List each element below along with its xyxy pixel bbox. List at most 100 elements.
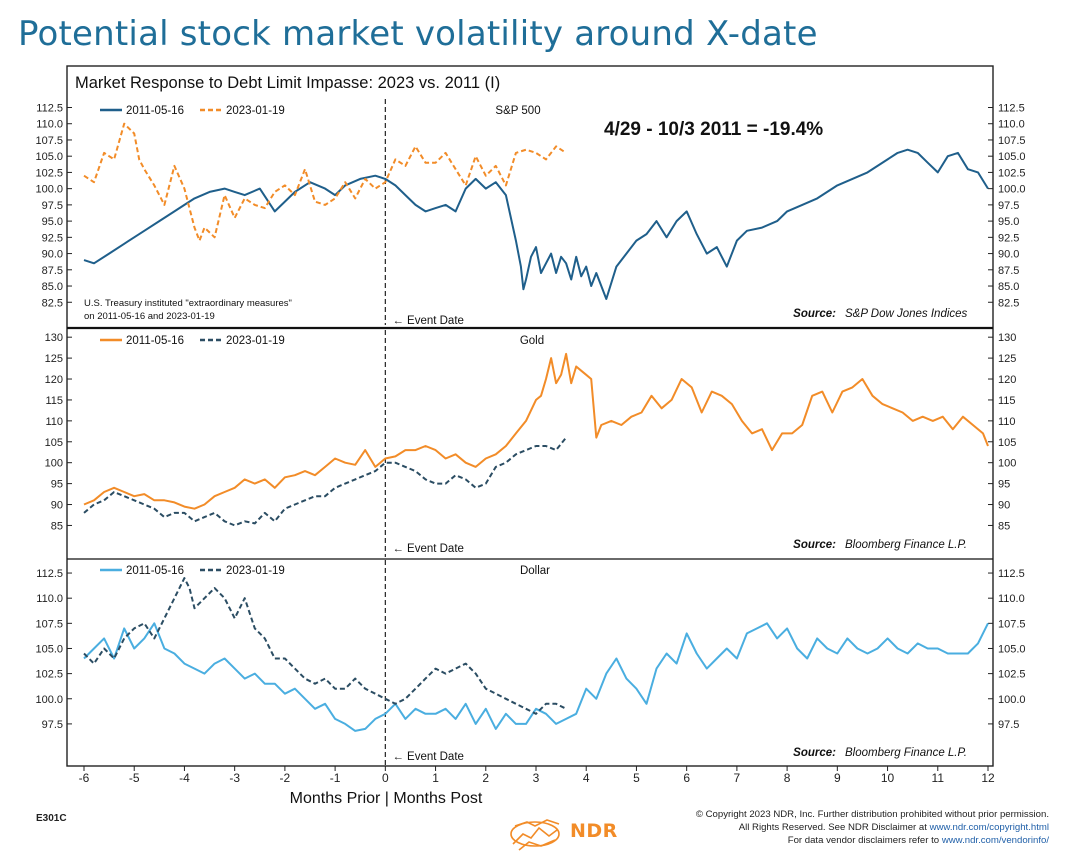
y-tick-label-left: 105 bbox=[45, 437, 63, 449]
y-tick-label-left: 105.0 bbox=[35, 151, 63, 163]
source-label: Source: bbox=[793, 539, 836, 551]
x-tick-label: -1 bbox=[330, 771, 341, 785]
event-label: ← Event Date bbox=[392, 543, 464, 555]
x-tick-label: -3 bbox=[229, 771, 240, 785]
copyright-text: All Rights Reserved. See NDR Disclaimer … bbox=[738, 822, 930, 833]
y-tick-label-right: 112.5 bbox=[998, 568, 1025, 580]
chart-code: E301C bbox=[36, 813, 67, 824]
x-tick-label: 1 bbox=[432, 771, 439, 785]
panel-name: Gold bbox=[520, 335, 544, 347]
y-tick-label-left: 130 bbox=[45, 332, 63, 344]
source-text: Bloomberg Finance L.P. bbox=[845, 747, 967, 759]
x-tick-label: 6 bbox=[683, 771, 690, 785]
y-tick-label-left: 90.0 bbox=[42, 249, 63, 261]
y-tick-label-right: 85 bbox=[998, 520, 1010, 532]
y-tick-label-right: 107.5 bbox=[998, 618, 1026, 630]
y-tick-label-right: 112.5 bbox=[998, 102, 1025, 114]
y-tick-label-left: 125 bbox=[45, 353, 63, 365]
copyright-notice: © Copyright 2023 NDR, Inc. Further distr… bbox=[489, 808, 1049, 847]
x-tick-label: 12 bbox=[981, 771, 995, 785]
y-tick-label-right: 102.5 bbox=[998, 669, 1026, 681]
y-tick-label-left: 120 bbox=[45, 374, 63, 386]
x-tick-label: -4 bbox=[179, 771, 190, 785]
y-tick-label-right: 105.0 bbox=[998, 151, 1026, 163]
legend-label: 2011-05-16 bbox=[126, 105, 184, 117]
y-tick-label-right: 97.5 bbox=[998, 719, 1019, 731]
y-tick-label-right: 110.0 bbox=[998, 119, 1025, 131]
source-label: Source: bbox=[793, 308, 836, 320]
y-tick-label-right: 100.0 bbox=[998, 184, 1026, 196]
copyright-line-1: © Copyright 2023 NDR, Inc. Further distr… bbox=[695, 809, 1049, 820]
x-tick-label: 2 bbox=[482, 771, 489, 785]
y-tick-label-left: 82.5 bbox=[42, 297, 63, 309]
y-tick-label-left: 100.0 bbox=[35, 694, 63, 706]
event-label: ← Event Date bbox=[392, 315, 464, 327]
panel-name: S&P 500 bbox=[495, 105, 540, 117]
y-tick-label-left: 112.5 bbox=[36, 102, 63, 114]
note-line-1: U.S. Treasury instituted "extraordinary … bbox=[84, 298, 292, 309]
y-tick-label-left: 112.5 bbox=[36, 568, 63, 580]
x-tick-label: 11 bbox=[932, 771, 945, 785]
y-tick-label-right: 85.0 bbox=[998, 281, 1019, 293]
y-tick-label-right: 95.0 bbox=[998, 216, 1019, 228]
series-line-2023-01-19 bbox=[83, 577, 567, 715]
y-tick-label-right: 90 bbox=[998, 500, 1010, 512]
y-tick-label-right: 95 bbox=[998, 479, 1010, 491]
y-tick-label-left: 85 bbox=[51, 520, 63, 532]
vendor-text: For data vendor disclaimers refer to bbox=[787, 835, 942, 846]
ndr-logo-icon bbox=[510, 819, 560, 851]
legend-label: 2011-05-16 bbox=[126, 565, 184, 577]
event-label: ← Event Date bbox=[392, 751, 464, 763]
y-tick-label-right: 110.0 bbox=[998, 593, 1025, 605]
source-text: S&P Dow Jones Indices bbox=[845, 308, 968, 320]
x-tick-label: 7 bbox=[734, 771, 741, 785]
y-tick-label-left: 110.0 bbox=[36, 593, 63, 605]
note-line-2: on 2011-05-16 and 2023-01-19 bbox=[84, 311, 215, 322]
y-tick-label-right: 120 bbox=[998, 374, 1016, 386]
y-tick-label-right: 105 bbox=[998, 437, 1016, 449]
x-tick-label: 5 bbox=[633, 771, 640, 785]
y-tick-label-right: 130 bbox=[998, 332, 1016, 344]
y-tick-label-left: 102.5 bbox=[35, 669, 63, 681]
y-tick-label-right: 107.5 bbox=[998, 135, 1026, 147]
legend-label: 2023-01-19 bbox=[226, 335, 285, 347]
y-tick-label-right: 90.0 bbox=[998, 249, 1019, 261]
y-tick-label-left: 85.0 bbox=[42, 281, 63, 293]
legend-label: 2023-01-19 bbox=[226, 565, 285, 577]
vendor-link[interactable]: www.ndr.com/vendorinfo/ bbox=[941, 835, 1049, 846]
y-tick-label-right: 102.5 bbox=[998, 167, 1026, 179]
y-tick-label-right: 92.5 bbox=[998, 232, 1019, 244]
y-tick-label-left: 115 bbox=[45, 395, 63, 407]
series-line-2023-01-19 bbox=[83, 122, 567, 242]
y-tick-label-right: 87.5 bbox=[998, 265, 1019, 277]
annotation: 4/29 - 10/3 2011 = -19.4% bbox=[604, 119, 823, 140]
y-tick-label-left: 105.0 bbox=[35, 643, 63, 655]
y-tick-label-right: 110 bbox=[998, 416, 1016, 428]
source-label: Source: bbox=[793, 747, 836, 759]
x-tick-label: 0 bbox=[382, 771, 389, 785]
series-line-2011-05-16 bbox=[83, 148, 989, 300]
y-tick-label-left: 110 bbox=[45, 416, 63, 428]
y-tick-label-right: 100.0 bbox=[998, 694, 1026, 706]
y-tick-label-left: 97.5 bbox=[42, 200, 63, 212]
chart-title: Market Response to Debt Limit Impasse: 2… bbox=[75, 74, 500, 92]
y-tick-label-left: 107.5 bbox=[35, 618, 63, 630]
y-tick-label-left: 95 bbox=[51, 479, 63, 491]
y-tick-label-right: 100 bbox=[998, 458, 1016, 470]
y-tick-label-right: 97.5 bbox=[998, 200, 1019, 212]
legend-label: 2011-05-16 bbox=[126, 335, 184, 347]
y-tick-label-left: 92.5 bbox=[42, 232, 63, 244]
x-tick-label: 10 bbox=[881, 771, 895, 785]
y-tick-label-left: 102.5 bbox=[35, 167, 63, 179]
x-tick-label: 8 bbox=[784, 771, 791, 785]
x-tick-label: 4 bbox=[583, 771, 590, 785]
copyright-link[interactable]: www.ndr.com/copyright.html bbox=[929, 822, 1049, 833]
chart-frame bbox=[66, 65, 994, 767]
x-tick-label: -5 bbox=[129, 771, 140, 785]
series-line-2023-01-19 bbox=[83, 436, 567, 527]
series-line-2011-05-16 bbox=[83, 352, 989, 510]
y-tick-label-right: 82.5 bbox=[998, 297, 1019, 309]
x-tick-label: -2 bbox=[280, 771, 291, 785]
x-tick-label: 3 bbox=[533, 771, 540, 785]
